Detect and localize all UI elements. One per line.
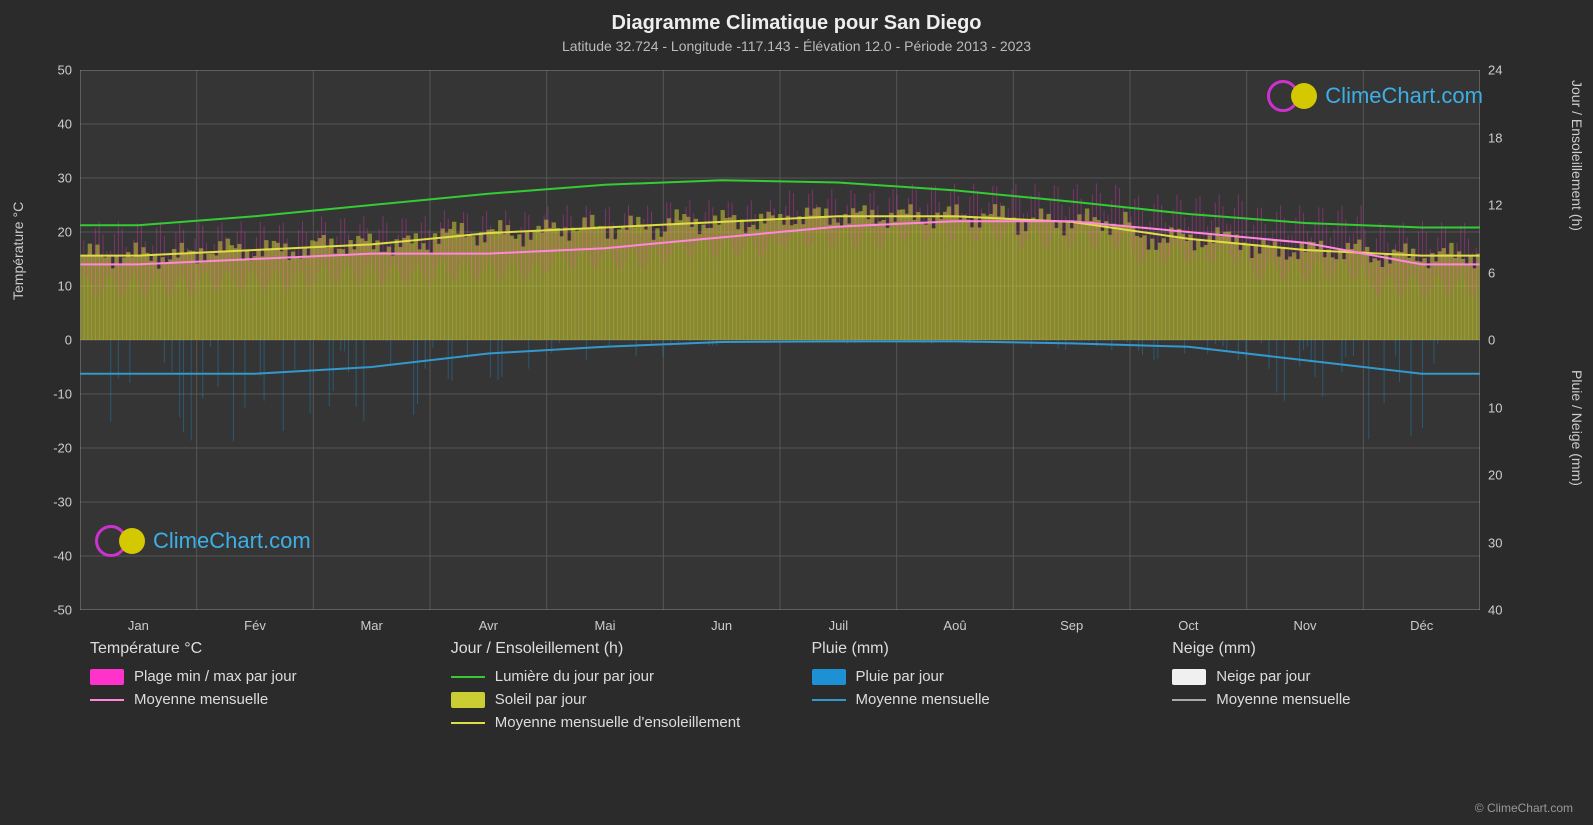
legend-col-temperature: Température °C Plage min / max par jour M…: [90, 640, 451, 737]
legend-item: Plage min / max par jour: [90, 668, 431, 685]
brand-text: ClimeChart.com: [1325, 83, 1483, 109]
legend-item: Soleil par jour: [451, 691, 792, 708]
legend-swatch: [90, 669, 124, 685]
legend-line-swatch: [451, 722, 485, 724]
y-right-tick-label: 18: [1488, 130, 1502, 145]
legend-head: Pluie (mm): [812, 640, 1153, 658]
legend-line-swatch: [1172, 699, 1206, 701]
legend-label: Lumière du jour par jour: [495, 668, 654, 685]
y-left-tick-label: 20: [40, 225, 72, 240]
x-tick-label: Fév: [244, 618, 266, 633]
legend-line-swatch: [90, 699, 124, 701]
legend-head: Jour / Ensoleillement (h): [451, 640, 792, 658]
y-left-tick-label: 0: [40, 333, 72, 348]
logo-sun-icon: [119, 528, 145, 554]
y-left-tick-label: 50: [40, 63, 72, 78]
legend-head: Neige (mm): [1172, 640, 1513, 658]
legend-item: Moyenne mensuelle: [90, 691, 431, 708]
legend-label: Moyenne mensuelle d'ensoleillement: [495, 714, 741, 731]
chart-title: Diagramme Climatique pour San Diego: [0, 12, 1593, 35]
legend-label: Pluie par jour: [856, 668, 944, 685]
x-tick-label: Nov: [1293, 618, 1316, 633]
y-left-tick-label: -10: [40, 387, 72, 402]
brand-logo-bottom-left: ClimeChart.com: [95, 525, 311, 557]
legend-swatch: [1172, 669, 1206, 685]
x-tick-label: Juil: [829, 618, 849, 633]
x-tick-label: Mar: [360, 618, 382, 633]
x-tick-label: Jan: [128, 618, 149, 633]
y-right-tick-label: 6: [1488, 265, 1495, 280]
y-right-tick-label: 12: [1488, 198, 1502, 213]
legend-item: Moyenne mensuelle: [812, 691, 1153, 708]
legend: Température °C Plage min / max par jour M…: [90, 640, 1533, 737]
brand-text: ClimeChart.com: [153, 528, 311, 554]
legend-items: Plage min / max par jour Moyenne mensuell…: [90, 668, 431, 708]
x-tick-label: Jun: [711, 618, 732, 633]
y-left-tick-label: 30: [40, 171, 72, 186]
legend-items: Pluie par jour Moyenne mensuelle: [812, 668, 1153, 708]
y-right-tick-label: 0: [1488, 333, 1495, 348]
y-right-tick-label: 40: [1488, 603, 1502, 618]
legend-item: Lumière du jour par jour: [451, 668, 792, 685]
y-left-tick-label: -40: [40, 549, 72, 564]
legend-col-snow: Neige (mm) Neige par jour Moyenne mensuel…: [1172, 640, 1533, 737]
legend-label: Soleil par jour: [495, 691, 587, 708]
legend-items: Neige par jour Moyenne mensuelle: [1172, 668, 1513, 708]
y-right-tick-label: 24: [1488, 63, 1502, 78]
x-tick-label: Déc: [1410, 618, 1433, 633]
y-axis-left-label: Température °C: [10, 202, 26, 300]
y-left-tick-label: 40: [40, 117, 72, 132]
y-right-tick-label: 10: [1488, 400, 1502, 415]
chart-container: Diagramme Climatique pour San Diego Lati…: [0, 0, 1593, 825]
y-axis-right-bottom-label: Pluie / Neige (mm): [1569, 370, 1585, 486]
y-left-tick-label: -20: [40, 441, 72, 456]
legend-item: Moyenne mensuelle d'ensoleillement: [451, 714, 792, 731]
x-tick-label: Sep: [1060, 618, 1083, 633]
legend-item: Moyenne mensuelle: [1172, 691, 1513, 708]
legend-line-swatch: [451, 676, 485, 678]
logo-sun-icon: [1291, 83, 1317, 109]
legend-col-daylight: Jour / Ensoleillement (h) Lumière du jou…: [451, 640, 812, 737]
y-axis-right-top-label: Jour / Ensoleillement (h): [1569, 80, 1585, 231]
legend-head: Température °C: [90, 640, 431, 658]
legend-swatch: [451, 692, 485, 708]
legend-items: Lumière du jour par jour Soleil par jour M…: [451, 668, 792, 731]
legend-label: Moyenne mensuelle: [1216, 691, 1350, 708]
legend-label: Neige par jour: [1216, 668, 1310, 685]
y-left-tick-label: -30: [40, 495, 72, 510]
legend-col-rain: Pluie (mm) Pluie par jour Moyenne mensuel…: [812, 640, 1173, 737]
y-right-tick-label: 20: [1488, 468, 1502, 483]
legend-item: Neige par jour: [1172, 668, 1513, 685]
brand-logo-top-right: ClimeChart.com: [1267, 80, 1483, 112]
y-left-tick-label: -50: [40, 603, 72, 618]
copyright: © ClimeChart.com: [1475, 801, 1573, 815]
y-right-tick-label: 30: [1488, 535, 1502, 550]
legend-item: Pluie par jour: [812, 668, 1153, 685]
legend-label: Plage min / max par jour: [134, 668, 297, 685]
legend-swatch: [812, 669, 846, 685]
legend-label: Moyenne mensuelle: [134, 691, 268, 708]
x-tick-label: Avr: [479, 618, 498, 633]
x-tick-label: Oct: [1178, 618, 1198, 633]
legend-label: Moyenne mensuelle: [856, 691, 990, 708]
y-left-tick-label: 10: [40, 279, 72, 294]
x-tick-label: Aoû: [943, 618, 966, 633]
chart-subtitle: Latitude 32.724 - Longitude -117.143 - É…: [0, 38, 1593, 54]
legend-line-swatch: [812, 699, 846, 701]
x-tick-label: Mai: [595, 618, 616, 633]
